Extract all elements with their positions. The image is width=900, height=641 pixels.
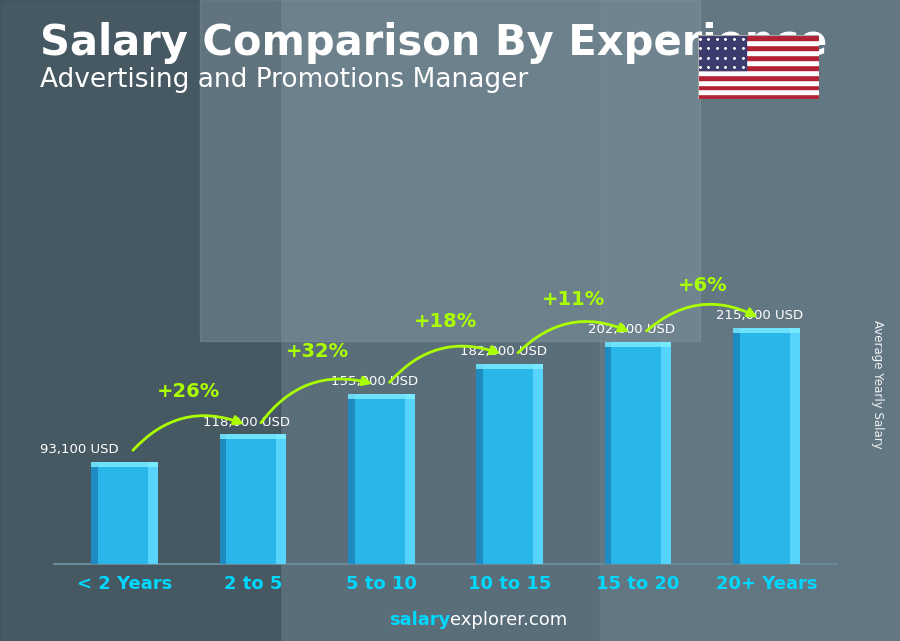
Bar bbox=[698, 55, 819, 60]
Text: 202,000 USD: 202,000 USD bbox=[588, 323, 675, 337]
Bar bbox=[148, 462, 158, 564]
Bar bbox=[790, 328, 800, 564]
Text: 215,000 USD: 215,000 USD bbox=[716, 309, 804, 322]
Bar bbox=[605, 342, 671, 347]
Bar bbox=[0, 0, 280, 641]
Text: +6%: +6% bbox=[678, 276, 727, 295]
Bar bbox=[698, 75, 819, 79]
Bar bbox=[533, 364, 543, 564]
Text: +32%: +32% bbox=[285, 342, 348, 361]
FancyArrowPatch shape bbox=[518, 322, 626, 353]
Bar bbox=[698, 85, 819, 90]
Bar bbox=[276, 435, 286, 564]
Text: Advertising and Promotions Manager: Advertising and Promotions Manager bbox=[40, 67, 529, 94]
Text: 155,000 USD: 155,000 USD bbox=[331, 375, 418, 388]
Bar bbox=[405, 394, 415, 564]
Bar bbox=[698, 90, 819, 94]
Bar bbox=[348, 394, 355, 564]
Bar bbox=[605, 342, 611, 564]
Bar bbox=[698, 35, 746, 70]
FancyArrowPatch shape bbox=[390, 346, 498, 382]
Bar bbox=[662, 342, 671, 564]
Bar bbox=[91, 462, 158, 564]
Bar bbox=[605, 342, 671, 564]
Text: +18%: +18% bbox=[414, 312, 477, 331]
Bar bbox=[600, 0, 900, 641]
Bar bbox=[91, 462, 98, 564]
Bar bbox=[476, 364, 543, 369]
Bar bbox=[698, 79, 819, 85]
Bar bbox=[698, 65, 819, 70]
Bar bbox=[220, 435, 286, 564]
Bar bbox=[698, 70, 819, 75]
Text: salary: salary bbox=[389, 612, 450, 629]
Bar bbox=[348, 394, 415, 564]
Text: Average Yearly Salary: Average Yearly Salary bbox=[871, 320, 884, 449]
FancyArrowPatch shape bbox=[133, 415, 241, 451]
Bar bbox=[698, 40, 819, 45]
Bar bbox=[698, 94, 819, 99]
Bar bbox=[698, 45, 819, 50]
Text: 118,000 USD: 118,000 USD bbox=[203, 415, 290, 429]
Bar bbox=[348, 394, 415, 399]
Bar bbox=[476, 364, 483, 564]
Bar bbox=[698, 60, 819, 65]
Bar bbox=[220, 435, 286, 439]
Text: explorer.com: explorer.com bbox=[450, 612, 567, 629]
Bar bbox=[698, 50, 819, 55]
FancyArrowPatch shape bbox=[261, 377, 369, 423]
Bar bbox=[733, 328, 800, 333]
Text: +26%: +26% bbox=[158, 383, 220, 401]
Text: 182,000 USD: 182,000 USD bbox=[460, 345, 547, 358]
Bar bbox=[476, 364, 543, 564]
FancyArrowPatch shape bbox=[646, 304, 755, 331]
Bar bbox=[733, 328, 740, 564]
Text: +11%: +11% bbox=[542, 290, 606, 309]
Bar bbox=[220, 435, 226, 564]
Bar bbox=[733, 328, 800, 564]
Text: 93,100 USD: 93,100 USD bbox=[40, 443, 119, 456]
Text: Salary Comparison By Experience: Salary Comparison By Experience bbox=[40, 22, 828, 65]
Bar bbox=[91, 462, 158, 467]
Bar bbox=[200, 0, 700, 341]
Bar bbox=[698, 35, 819, 40]
